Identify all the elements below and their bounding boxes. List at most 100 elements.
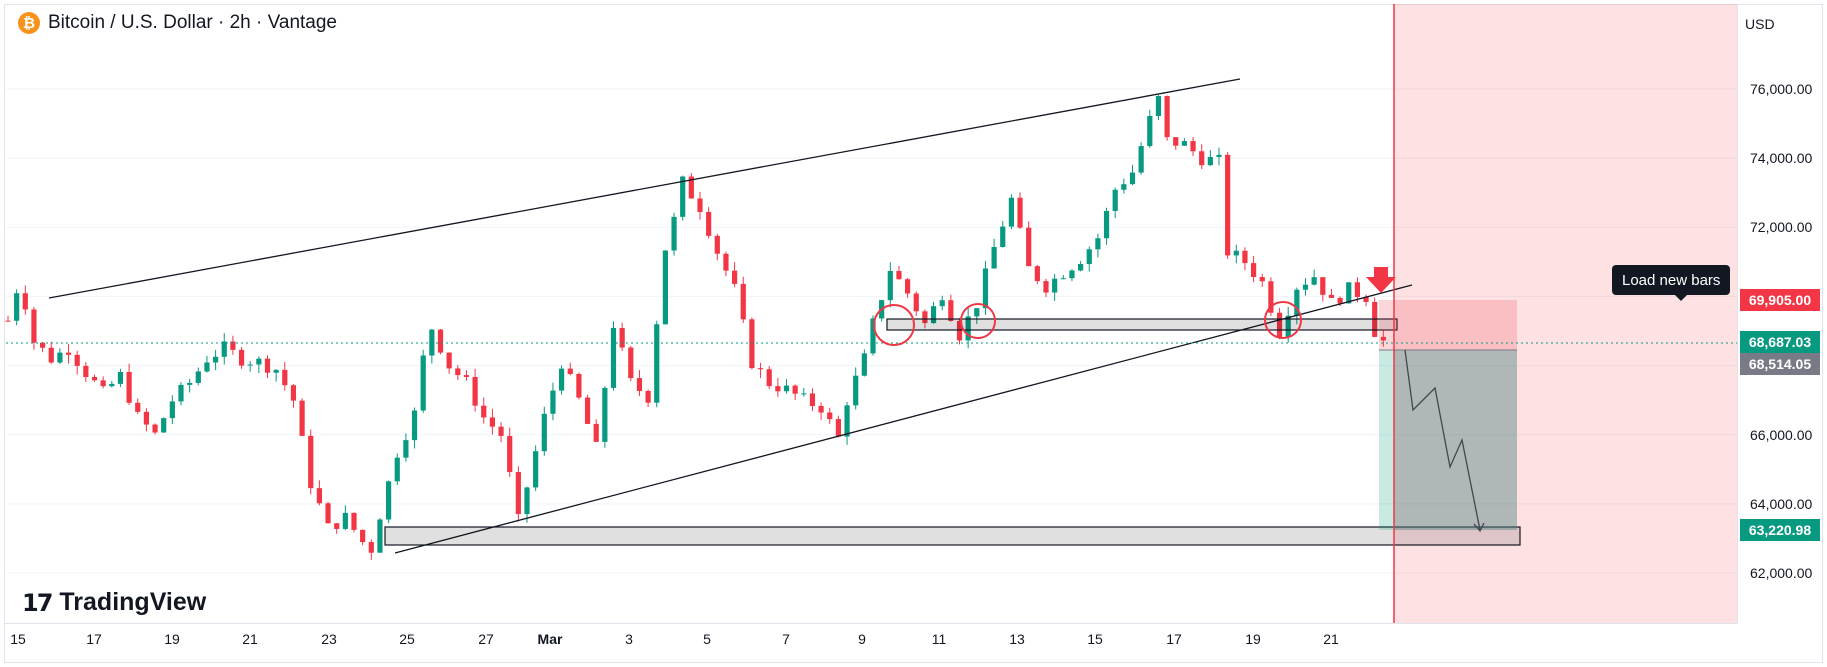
candle-body <box>1086 249 1092 265</box>
candle-body <box>533 451 539 488</box>
candle-body <box>550 390 556 414</box>
candle-body <box>126 371 132 403</box>
candle-body <box>887 270 893 301</box>
candle-body <box>91 376 98 381</box>
sell-arrow-icon <box>1366 267 1396 293</box>
time-scale-divider <box>4 623 1738 624</box>
candle-body <box>1129 172 1136 185</box>
candle-body <box>965 316 971 341</box>
candle-body <box>740 283 746 320</box>
price-tick: 74,000.00 <box>1750 150 1813 166</box>
candle-body <box>57 352 63 363</box>
retest-circle-3 <box>1264 301 1302 339</box>
candle-body <box>757 368 764 370</box>
candle-body <box>507 435 513 473</box>
candle-body <box>117 371 124 384</box>
candle-body <box>420 355 426 411</box>
candle-body <box>584 397 591 424</box>
price-tick: 64,000.00 <box>1750 496 1813 512</box>
candle-body <box>1095 238 1101 250</box>
candle-body <box>455 368 461 376</box>
candle-body <box>1268 281 1274 313</box>
candle-body <box>368 542 374 553</box>
candle-body <box>827 412 833 420</box>
support-zone-upper <box>886 318 1398 331</box>
candle-body <box>1380 336 1386 341</box>
candle-body <box>1320 277 1326 295</box>
candle-body <box>74 354 80 366</box>
candle-body <box>100 380 106 387</box>
candle-body <box>1052 278 1058 293</box>
candle-body <box>481 405 487 418</box>
candle-body <box>351 512 357 530</box>
retest-circle-1 <box>873 304 915 346</box>
candle-body <box>749 319 755 369</box>
symbol-header[interactable]: ₿ Bitcoin / U.S. Dollar · 2h · Vantage <box>18 12 337 34</box>
candle-body <box>913 293 919 312</box>
candle-body <box>437 329 444 353</box>
candle-body <box>636 378 643 391</box>
candle-body <box>662 250 668 325</box>
candle-body <box>377 519 383 553</box>
time-tick: 15 <box>10 631 26 647</box>
candle-body <box>1155 96 1162 117</box>
candle-body <box>1328 294 1335 298</box>
tradingview-logo[interactable]: 17 TradingView <box>22 588 206 617</box>
candle-body <box>290 385 297 401</box>
candle-body <box>783 385 790 392</box>
candle-body <box>31 309 37 343</box>
stop-price-tag: 69,905.00 <box>1740 289 1820 311</box>
current-price-tag: 68,687.03 <box>1740 331 1820 353</box>
projection-overlay <box>1394 350 1517 530</box>
candle-body <box>334 523 340 529</box>
time-tick: 19 <box>1245 631 1261 647</box>
candle-body <box>930 306 937 324</box>
time-tick: Mar <box>537 631 563 647</box>
retest-circle-2 <box>960 303 996 339</box>
chart-frame <box>4 4 1823 663</box>
candle-body <box>342 512 348 529</box>
currency-label[interactable]: USD <box>1745 16 1775 32</box>
candle-body <box>567 368 573 375</box>
candle-body <box>22 293 28 310</box>
candle-body <box>853 375 859 406</box>
candle-body <box>143 411 149 425</box>
candle-body <box>1147 116 1153 147</box>
candle-body <box>1259 277 1265 282</box>
candle-body <box>688 176 694 199</box>
candle-body <box>559 368 565 391</box>
candle-body <box>1138 146 1144 173</box>
candle-body <box>187 382 193 385</box>
candle-body <box>213 356 219 363</box>
candle-body <box>1017 197 1023 228</box>
candle-body <box>161 418 167 433</box>
projection-path <box>1404 349 1481 531</box>
candle-body <box>325 503 331 524</box>
candle-body <box>316 488 322 504</box>
candle-body <box>1000 226 1006 248</box>
candle-body <box>818 405 824 413</box>
candle-body <box>766 369 772 387</box>
candle-body <box>723 253 729 271</box>
time-tick: 17 <box>86 631 102 647</box>
candle-body <box>524 487 530 515</box>
candle-body <box>1026 227 1032 267</box>
candle-body <box>463 375 470 377</box>
candle-body <box>1173 137 1179 146</box>
candle-body <box>135 402 141 412</box>
candle-body <box>602 387 608 442</box>
candle-body <box>1346 282 1352 304</box>
candle-body <box>1225 154 1231 256</box>
load-new-bars-tooltip[interactable]: Load new bars <box>1612 265 1731 301</box>
candle-body <box>619 327 625 348</box>
candle-body <box>1034 266 1040 282</box>
candle-body <box>714 235 720 254</box>
candle-body <box>1285 315 1291 337</box>
price-tick: 72,000.00 <box>1750 219 1813 235</box>
candle-body <box>576 374 582 398</box>
candle-body <box>697 198 703 212</box>
entry-price-tag: 68,514.05 <box>1740 353 1820 375</box>
candle-body <box>472 376 478 406</box>
candle-body <box>1043 281 1049 293</box>
